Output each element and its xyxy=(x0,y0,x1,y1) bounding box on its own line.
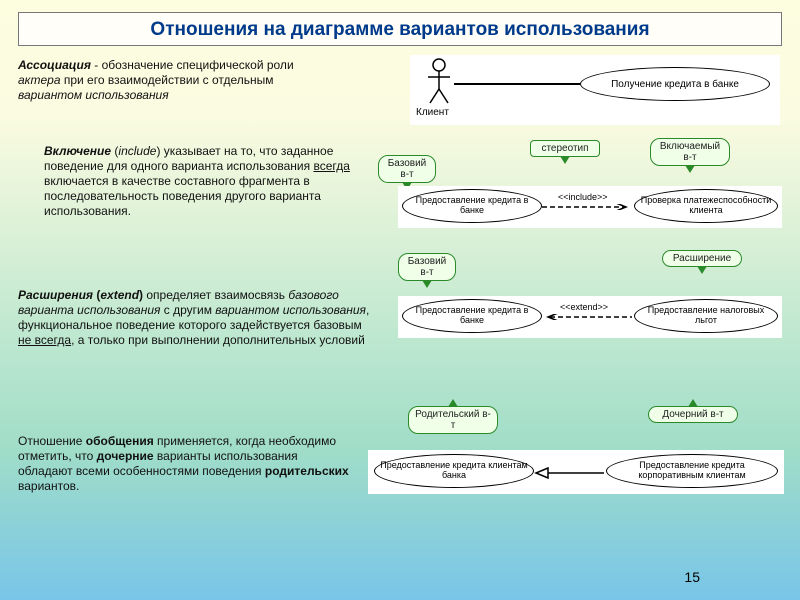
extend-uc2: Предоставление налоговых льгот xyxy=(634,299,778,333)
assoc-line xyxy=(454,83,580,85)
include-uc1: Предоставление кредита в банке xyxy=(402,189,542,223)
include-uc2: Проверка платежеспособности клиента xyxy=(634,189,778,223)
association-heading: Ассоциация xyxy=(18,58,91,72)
callout-parent: Родительский в-т xyxy=(408,406,498,434)
page-number: 15 xyxy=(684,569,700,585)
association-text: Ассоциация - обозначение специфической р… xyxy=(18,58,318,103)
callout-extension: Расширение xyxy=(662,250,742,267)
extend-arrow xyxy=(542,314,634,320)
callout-child: Дочерний в-т xyxy=(648,406,738,423)
include-arrow xyxy=(542,204,634,210)
extend-uc1: Предоставление кредита в банке xyxy=(402,299,542,333)
page-title: Отношения на диаграмме вариантов использ… xyxy=(18,12,782,46)
general-uc1: Предоставление кредита клиентам банка xyxy=(374,454,534,488)
extend-text: Расширения (extend) определяет взаимосвя… xyxy=(18,288,376,348)
general-uc2: Предоставление кредита корпоративным кли… xyxy=(606,454,778,488)
actor-icon xyxy=(424,57,454,107)
include-diagram: Предоставление кредита в банке <<include… xyxy=(398,186,782,228)
include-stereo: <<include>> xyxy=(558,192,608,202)
callout-included: Включаемый в-т xyxy=(650,138,730,166)
callout-stereotype: стереотип xyxy=(530,140,600,157)
generalization-diagram: Предоставление кредита клиентам банка Пр… xyxy=(368,450,784,494)
extend-stereo: <<extend>> xyxy=(560,302,608,312)
actor-label: Клиент xyxy=(416,107,449,118)
include-text: Включение (include) указывает на то, что… xyxy=(44,144,354,219)
generalization-text: Отношение обобщения применяется, когда н… xyxy=(18,434,353,494)
callout-base-1: Базовий в-т xyxy=(378,155,436,183)
assoc-usecase: Получение кредита в банке xyxy=(580,67,770,101)
general-arrow xyxy=(534,467,606,479)
extend-diagram: Предоставление кредита в банке <<extend>… xyxy=(398,296,782,338)
callout-base-2: Базовий в-т xyxy=(398,253,456,281)
association-diagram: Клиент Получение кредита в банке xyxy=(410,55,780,125)
